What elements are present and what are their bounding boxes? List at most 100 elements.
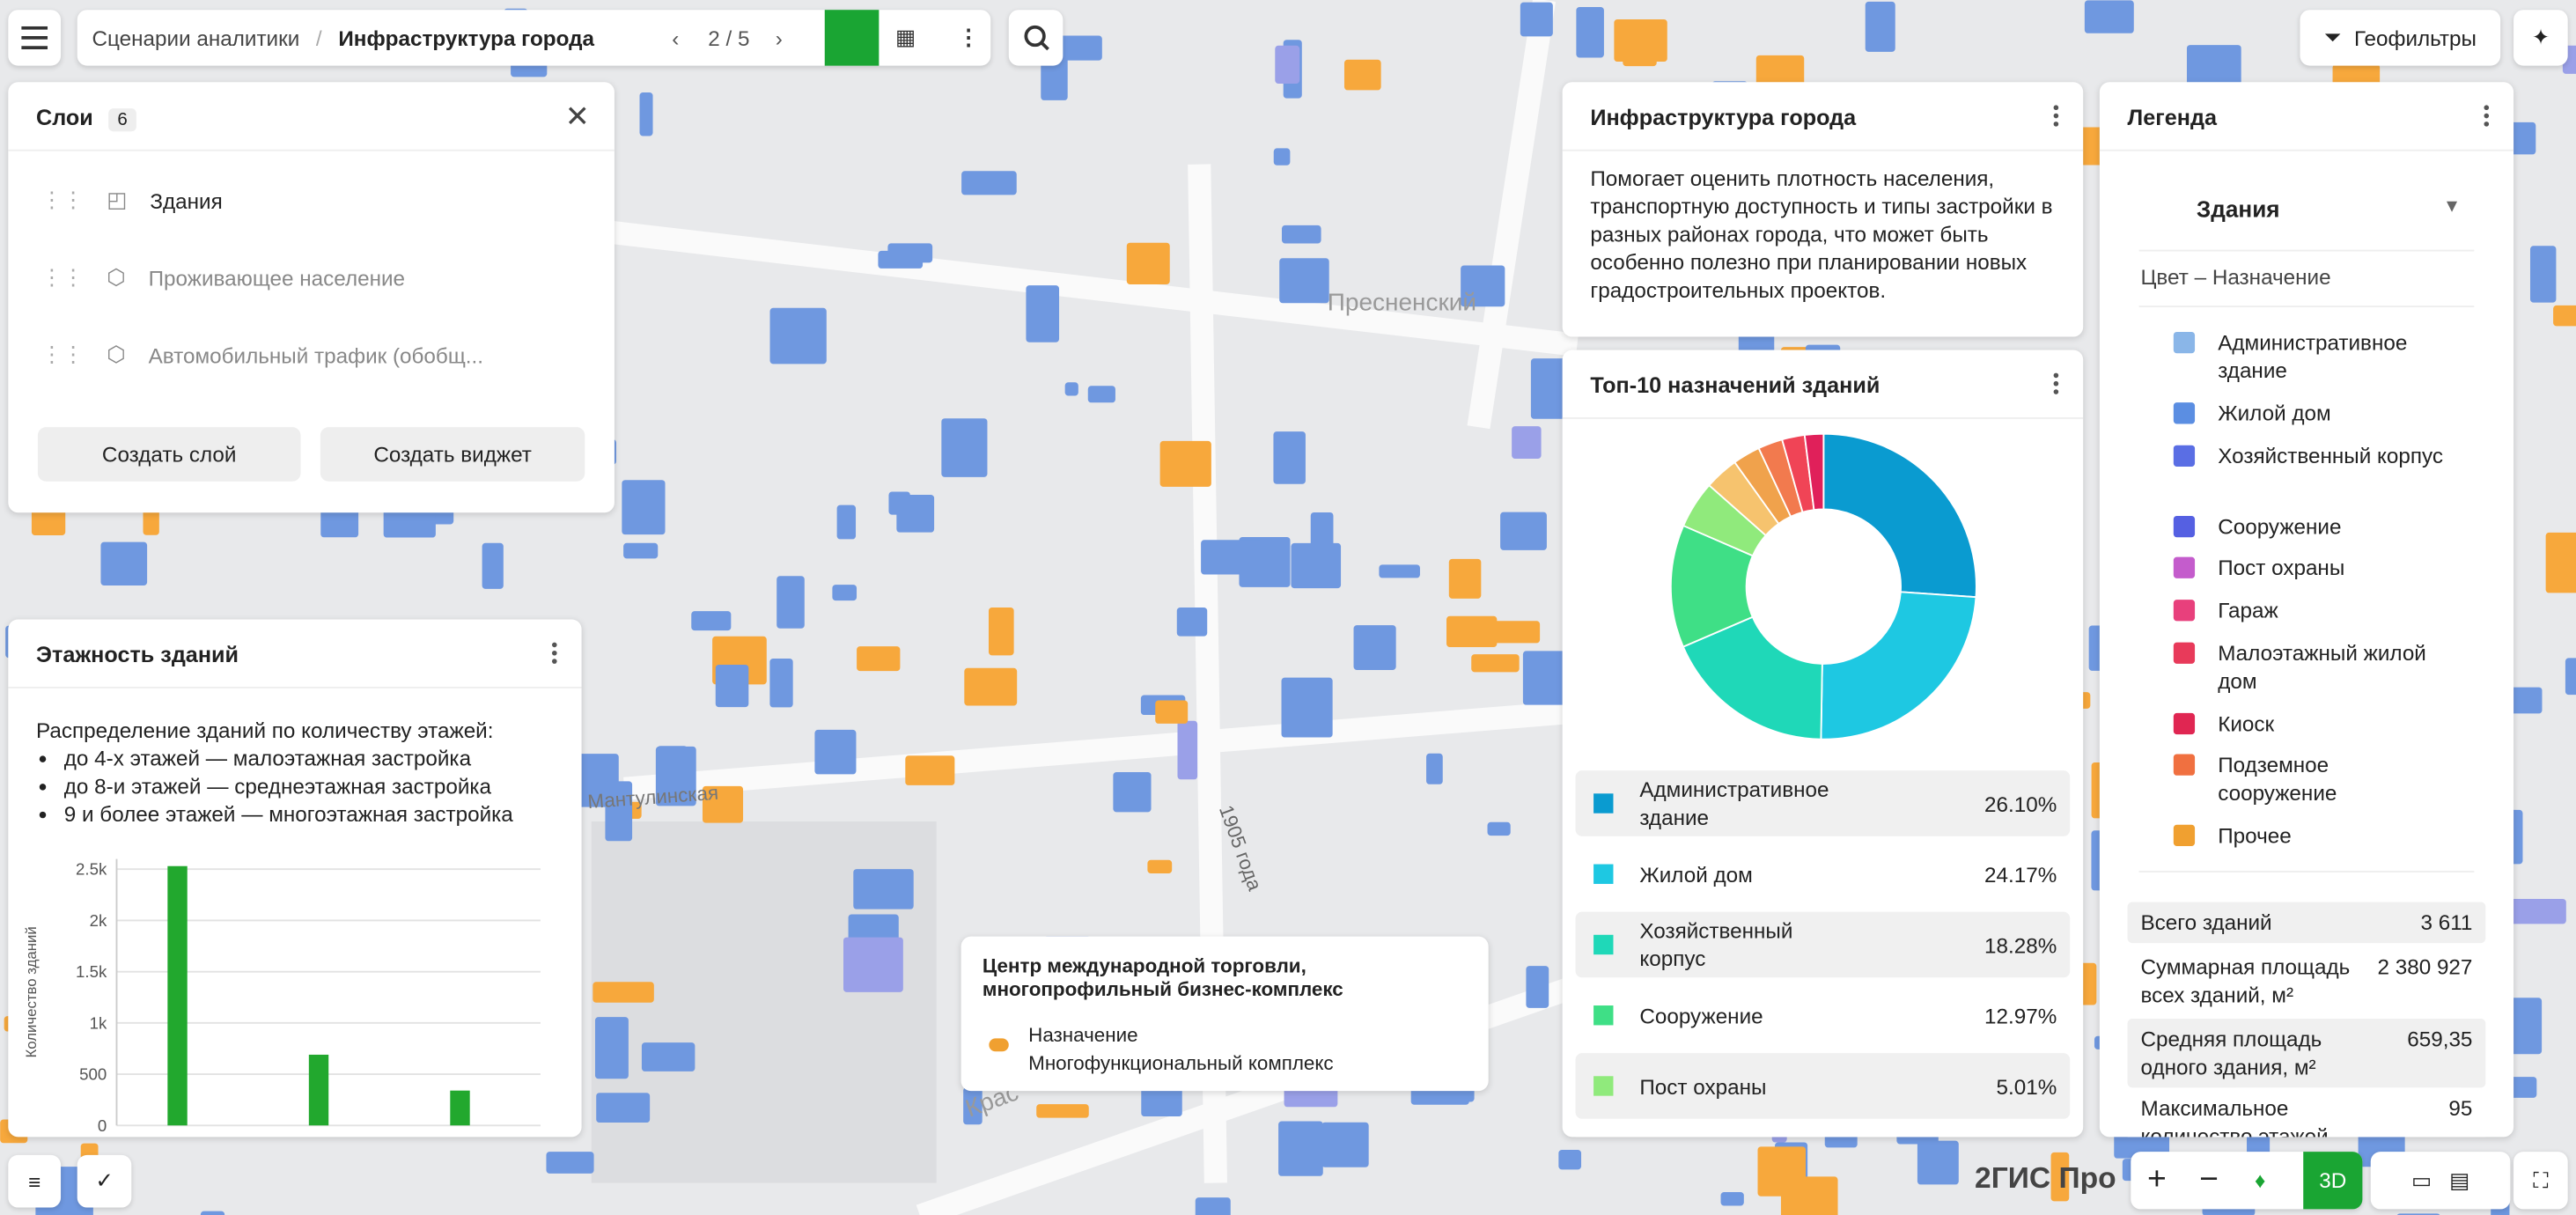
legend-panel: Легенда Здания ▼ Цвет – Назначение Админ… (2100, 82, 2513, 1137)
legend-label: Административное здание (2218, 328, 2453, 384)
tooltip-value: Многофункциональный комплекс (1028, 1049, 1333, 1078)
value-label: 12.97% (1984, 1003, 2057, 1027)
layers-button[interactable] (825, 10, 880, 65)
donut-slice (1823, 434, 1976, 598)
layer-icon: ⬡ (107, 264, 125, 291)
map-building (201, 1211, 224, 1215)
divider (2100, 150, 2513, 151)
legend-label: Подземное сооружение (2218, 751, 2453, 806)
collapse-button[interactable]: ▼ (2443, 197, 2461, 217)
purpose-row: Пост охраны5.01% (1576, 1053, 2071, 1119)
map-building (657, 746, 688, 784)
map-building (905, 755, 954, 785)
map-building (2085, 0, 2134, 33)
breadcrumb[interactable]: Сценарии аналитики (92, 26, 299, 50)
pager: 2 / 5 (708, 26, 749, 50)
legend-item: Подземное сооружение (2174, 751, 2453, 806)
map-building (1344, 60, 1381, 91)
map-building (843, 938, 903, 992)
map-building (1026, 285, 1059, 342)
map-building (1177, 608, 1207, 637)
map-label: 1905 года (1215, 802, 1266, 894)
more-button[interactable] (2054, 370, 2060, 398)
legend-label: Хозяйственный корпус (2218, 442, 2443, 470)
geofilters-button[interactable]: ⏷Геофильтры (2300, 10, 2500, 65)
legend-item: Хозяйственный корпус (2174, 442, 2453, 470)
ai-button[interactable]: ✦ (2513, 10, 2568, 65)
map-building (878, 251, 923, 269)
mode-button[interactable]: 3D (2303, 1152, 2362, 1209)
legend-item: Административное здание (2174, 328, 2453, 384)
create-layer-button[interactable]: Создать слой (38, 427, 301, 482)
map-label: Пресненский (1328, 289, 1476, 316)
y-tick-label: 1k (90, 1013, 107, 1032)
legend-label: Жилой дом (2218, 399, 2330, 427)
create-widget-button[interactable]: Создать виджет (320, 427, 585, 482)
drag-handle: ⋮⋮ (41, 342, 85, 368)
zoom-in[interactable]: + (2147, 1161, 2167, 1199)
compass[interactable]: ♦ (2255, 1168, 2265, 1193)
map-building (1282, 225, 1321, 244)
stat-value: 2 380 927 (2377, 953, 2472, 1008)
map-building (1160, 441, 1211, 487)
map-building (2506, 899, 2565, 924)
map-building (1623, 42, 1656, 66)
tooltip-swatch (989, 1038, 1008, 1051)
map-building (1426, 754, 1443, 784)
map-building (776, 576, 805, 628)
value-label: 26.10% (1984, 792, 2057, 816)
map-building (592, 982, 653, 1002)
map-building (1488, 822, 1511, 836)
y-tick-label: 2k (90, 911, 107, 930)
purpose-row: Гараж3.59% (1576, 1123, 2071, 1137)
map-building (1127, 243, 1170, 284)
legend-title: Легенда (2128, 105, 2217, 129)
map-building (1279, 258, 1329, 303)
layer-row: ⋮⋮⬡Автомобильный трафик (обобщ... (41, 334, 582, 377)
map-building (888, 491, 909, 514)
map-building (482, 543, 504, 589)
zoom-out[interactable]: − (2199, 1161, 2219, 1199)
purpose-row: Жилой дом24.17% (1576, 841, 2071, 907)
tooltip-body: Назначение Многофункциональный комплекс (1028, 1022, 1333, 1078)
legend-item: Пост охраны (2174, 554, 2453, 582)
widget-title: Инфраструктура города (1590, 105, 1856, 129)
map-building (1036, 1104, 1089, 1118)
y-tick-label: 500 (79, 1065, 107, 1084)
menu-button[interactable] (8, 10, 61, 65)
legend-swatch (1593, 865, 1613, 884)
widgets-button[interactable]: ▦ (895, 25, 916, 51)
map-tools[interactable]: ▭ ▤ (2371, 1152, 2511, 1209)
purpose-widget: Топ-10 назначений зданий Административно… (1563, 350, 2084, 1137)
purpose-row: Административное здание26.10% (1576, 770, 2071, 836)
legend-swatch (2174, 755, 2195, 776)
map-building (1721, 1192, 1744, 1205)
fullscreen-button[interactable]: ⛶ (2513, 1152, 2568, 1209)
value-label: 5.01% (1997, 1073, 2057, 1098)
filter-button[interactable]: ≡ (8, 1155, 61, 1208)
prev-button[interactable]: ‹ (672, 26, 679, 50)
legend-label: Малоэтажный жилой дом (2218, 639, 2453, 695)
layers-title-text: Слои (36, 105, 93, 129)
bar-chart: Количество зданий05001k1.5k2k2.5k (8, 620, 581, 1138)
more-button[interactable] (2054, 102, 2060, 130)
more-button[interactable] (2484, 102, 2490, 130)
more-button[interactable]: ⋮ (958, 25, 979, 51)
map-building (1379, 564, 1420, 578)
search-button[interactable] (1009, 10, 1064, 65)
map-building (1520, 3, 1553, 37)
next-button[interactable]: › (776, 26, 783, 50)
category-label: Жилой дом (1639, 860, 1836, 888)
widget-title: Топ-10 назначений зданий (1590, 373, 1880, 398)
map-building (1471, 654, 1519, 672)
purpose-row: Сооружение12.97% (1576, 983, 2071, 1049)
map-building (1291, 543, 1341, 588)
close-button[interactable]: ✕ (565, 100, 590, 135)
stat-value: 95 (2448, 1094, 2472, 1138)
legend-item: Малоэтажный жилой дом (2174, 639, 2453, 695)
map-building (1147, 860, 1172, 873)
zoom-controls: + − ♦ 3D (2131, 1152, 2362, 1209)
check-button[interactable]: ✓ (77, 1155, 132, 1208)
stat-value: 659,35 (2407, 1025, 2472, 1080)
legend-swatch (2174, 402, 2195, 423)
